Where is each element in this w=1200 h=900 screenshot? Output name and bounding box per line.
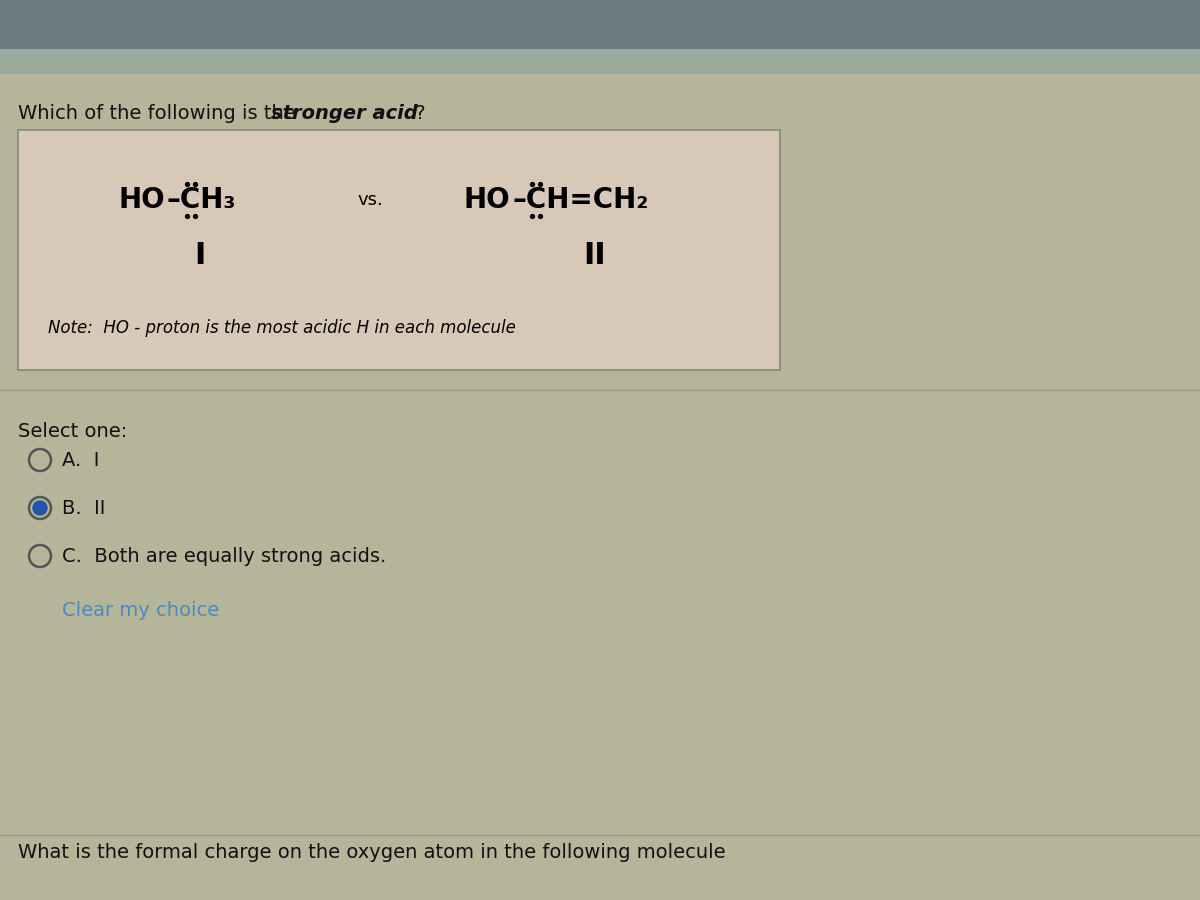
Bar xyxy=(0,0,1200,49)
Text: Which of the following is the: Which of the following is the xyxy=(18,104,302,123)
Text: HO: HO xyxy=(463,186,510,214)
Circle shape xyxy=(34,501,47,515)
Text: Select one:: Select one: xyxy=(18,422,127,441)
Text: Clear my choice: Clear my choice xyxy=(62,600,220,619)
Text: Note:  HO - proton is the most acidic H in each molecule: Note: HO - proton is the most acidic H i… xyxy=(48,319,516,337)
Text: vs.: vs. xyxy=(358,191,383,209)
Text: II: II xyxy=(583,240,606,269)
Text: –CH=CH₂: –CH=CH₂ xyxy=(512,186,648,214)
Bar xyxy=(0,49,1200,74)
Text: I: I xyxy=(194,240,205,269)
Text: HO: HO xyxy=(119,186,166,214)
Bar xyxy=(18,130,780,370)
Text: ?: ? xyxy=(409,104,426,123)
Text: stronger acid: stronger acid xyxy=(271,104,418,123)
Text: C.  Both are equally strong acids.: C. Both are equally strong acids. xyxy=(62,546,386,565)
Text: What is the formal charge on the oxygen atom in the following molecule: What is the formal charge on the oxygen … xyxy=(18,843,726,862)
Text: B.  II: B. II xyxy=(62,499,106,517)
Text: A.  I: A. I xyxy=(62,451,100,470)
Text: –CH₃: –CH₃ xyxy=(167,186,236,214)
